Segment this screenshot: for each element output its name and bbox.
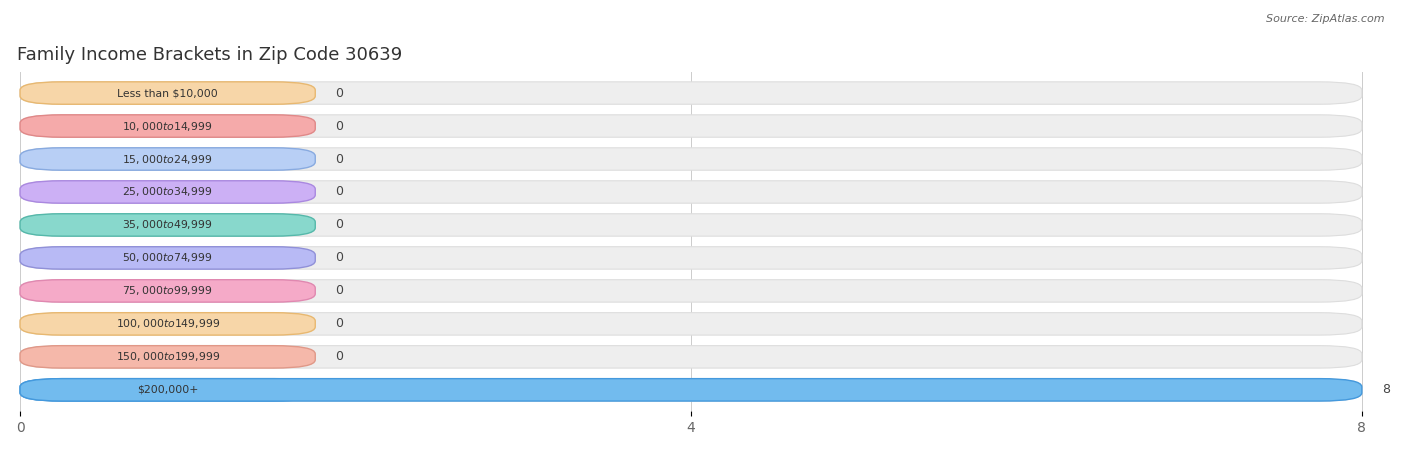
FancyBboxPatch shape [20, 148, 1362, 170]
FancyBboxPatch shape [20, 346, 315, 368]
FancyBboxPatch shape [20, 82, 315, 104]
FancyBboxPatch shape [20, 280, 315, 302]
FancyBboxPatch shape [20, 378, 1362, 401]
Text: $10,000 to $14,999: $10,000 to $14,999 [122, 120, 212, 132]
Text: $200,000+: $200,000+ [136, 385, 198, 395]
FancyBboxPatch shape [20, 378, 1362, 401]
Text: 0: 0 [336, 317, 343, 330]
Text: $150,000 to $199,999: $150,000 to $199,999 [115, 351, 219, 363]
FancyBboxPatch shape [20, 181, 1362, 203]
Text: $25,000 to $34,999: $25,000 to $34,999 [122, 185, 212, 198]
FancyBboxPatch shape [20, 346, 1362, 368]
FancyBboxPatch shape [20, 214, 315, 236]
Text: 0: 0 [336, 120, 343, 132]
FancyBboxPatch shape [20, 148, 315, 170]
Text: $15,000 to $24,999: $15,000 to $24,999 [122, 153, 212, 166]
Text: 0: 0 [336, 218, 343, 231]
FancyBboxPatch shape [20, 378, 315, 401]
FancyBboxPatch shape [20, 313, 315, 335]
FancyBboxPatch shape [20, 313, 1362, 335]
FancyBboxPatch shape [20, 247, 315, 269]
Text: $50,000 to $74,999: $50,000 to $74,999 [122, 252, 212, 265]
Text: 0: 0 [336, 284, 343, 297]
FancyBboxPatch shape [20, 115, 315, 137]
Text: 0: 0 [336, 86, 343, 99]
Text: Family Income Brackets in Zip Code 30639: Family Income Brackets in Zip Code 30639 [17, 46, 402, 64]
Text: 8: 8 [1382, 383, 1391, 396]
Text: $75,000 to $99,999: $75,000 to $99,999 [122, 284, 212, 297]
Text: 0: 0 [336, 185, 343, 198]
Text: Less than $10,000: Less than $10,000 [117, 88, 218, 98]
Text: $100,000 to $149,999: $100,000 to $149,999 [115, 317, 219, 330]
Text: Source: ZipAtlas.com: Source: ZipAtlas.com [1267, 14, 1385, 23]
FancyBboxPatch shape [20, 214, 1362, 236]
Text: $35,000 to $49,999: $35,000 to $49,999 [122, 218, 212, 231]
Text: 0: 0 [336, 351, 343, 363]
Text: 0: 0 [336, 252, 343, 265]
FancyBboxPatch shape [20, 181, 315, 203]
Text: 0: 0 [336, 153, 343, 166]
FancyBboxPatch shape [20, 280, 1362, 302]
FancyBboxPatch shape [20, 115, 1362, 137]
FancyBboxPatch shape [20, 82, 1362, 104]
FancyBboxPatch shape [20, 247, 1362, 269]
